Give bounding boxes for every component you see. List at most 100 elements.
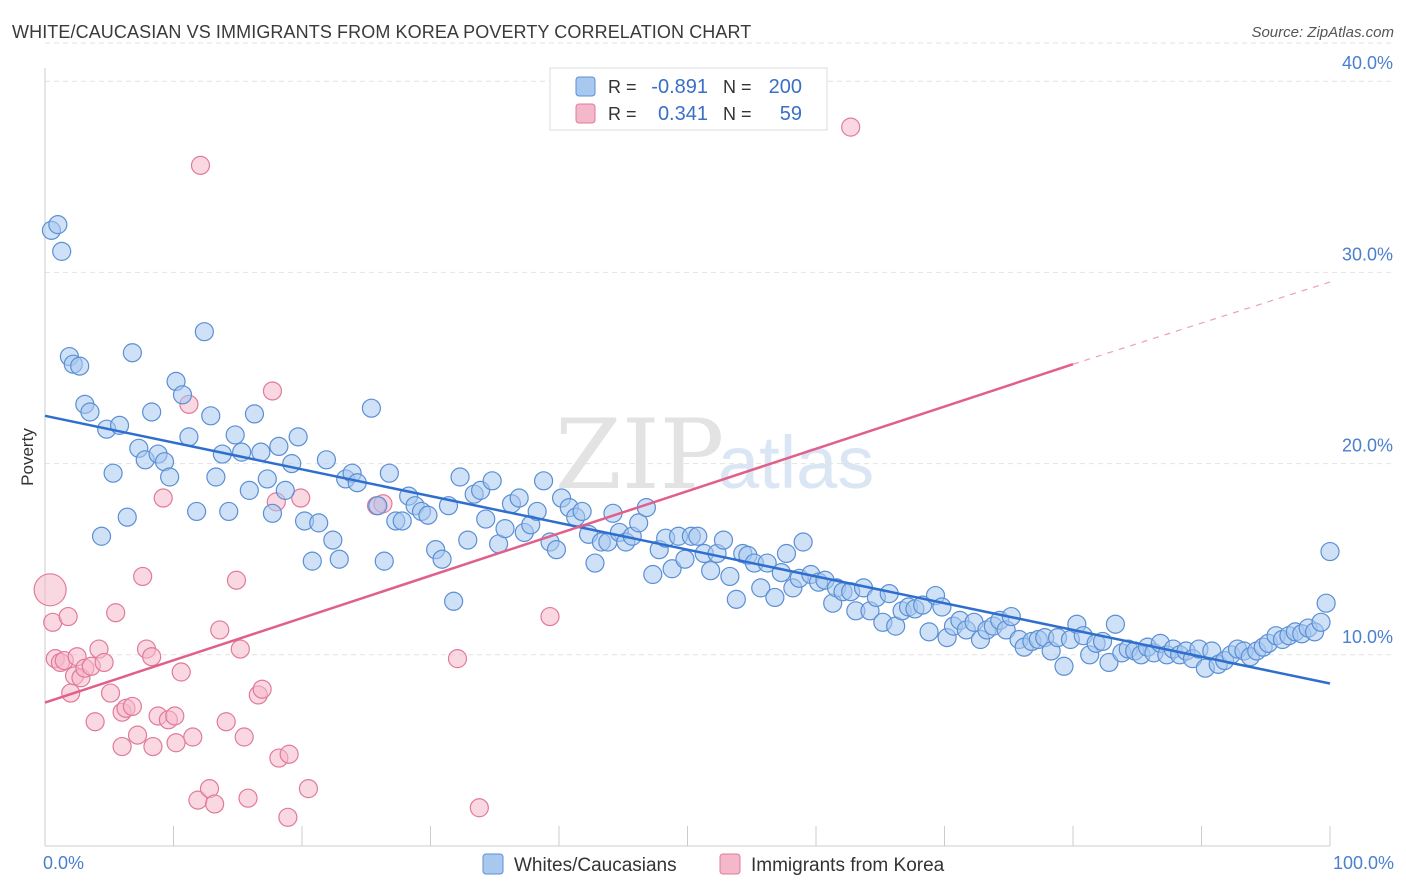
korea-point xyxy=(262,381,283,401)
white-point xyxy=(194,322,214,342)
white-point xyxy=(160,467,180,487)
korea-point xyxy=(33,573,67,607)
white-point xyxy=(275,480,295,500)
white-point xyxy=(142,402,162,422)
bottom-legend: Whites/Caucasians Immigrants from Korea xyxy=(482,853,945,876)
source-label: Source: ZipAtlas.com xyxy=(1251,24,1394,41)
korea-point xyxy=(153,488,173,508)
korea-point xyxy=(230,639,250,659)
white-point xyxy=(187,501,207,522)
white-point xyxy=(80,402,100,422)
korea-point xyxy=(85,712,105,732)
y-tick-label: 40.0% xyxy=(1342,53,1393,73)
white-point xyxy=(1320,541,1340,562)
white-point xyxy=(172,385,193,405)
korea-point xyxy=(112,736,132,757)
korea-point xyxy=(540,606,560,627)
white-point xyxy=(262,503,283,523)
white-point xyxy=(476,509,496,529)
y-axis-label: Poverty xyxy=(18,428,37,486)
x-tick-label-min: 0.0% xyxy=(43,853,84,873)
bottom-legend-pink-swatch xyxy=(719,853,741,875)
white-point xyxy=(323,530,343,550)
white-point xyxy=(1054,656,1074,676)
bottom-legend-label-whites: Whites/Caucasians xyxy=(514,855,677,876)
white-point xyxy=(374,551,394,571)
white-point xyxy=(302,551,322,571)
white-point xyxy=(1311,612,1331,632)
white-trend-line xyxy=(44,414,1331,685)
korea-point xyxy=(234,727,254,747)
white-point xyxy=(533,471,554,491)
korea-points xyxy=(33,117,861,827)
korea-point xyxy=(469,798,489,818)
trend-lines xyxy=(44,281,1331,704)
korea-point xyxy=(143,736,163,757)
legend-r-value-2: 0.341 xyxy=(658,103,708,125)
white-point xyxy=(701,561,721,581)
korea-point xyxy=(205,794,225,814)
white-point xyxy=(309,513,329,533)
legend-n-value-1: 200 xyxy=(769,76,802,98)
white-point xyxy=(662,559,682,579)
white-point xyxy=(103,463,123,483)
white-point xyxy=(527,501,547,522)
white-point xyxy=(179,427,199,447)
white-point xyxy=(257,469,277,489)
white-point xyxy=(585,553,605,573)
white-point xyxy=(495,519,515,539)
white-point xyxy=(546,540,567,560)
white-point xyxy=(379,463,399,483)
korea-trend-line xyxy=(44,363,1074,704)
korea-point xyxy=(252,679,272,699)
white-point xyxy=(244,404,265,424)
korea-point xyxy=(183,727,203,747)
y-tick-label: 20.0% xyxy=(1342,436,1393,456)
watermark-zip: ZIP xyxy=(555,399,724,511)
legend-box xyxy=(549,67,828,131)
korea-point xyxy=(58,606,78,627)
korea-point xyxy=(94,652,114,673)
korea-point xyxy=(841,117,861,137)
white-point xyxy=(444,591,464,611)
legend-r-value-1: -0.891 xyxy=(651,76,708,98)
white-point xyxy=(713,530,734,550)
korea-point xyxy=(226,570,247,590)
y-tick-label: 10.0% xyxy=(1342,627,1393,647)
legend-r-label-2: R = xyxy=(608,104,637,124)
white-point xyxy=(117,507,137,527)
white-point xyxy=(688,526,708,546)
white-point xyxy=(288,427,308,447)
korea-point xyxy=(210,620,230,640)
korea-point xyxy=(447,649,468,669)
korea-point xyxy=(127,725,148,745)
korea-point xyxy=(216,712,236,732)
white-point xyxy=(643,564,663,585)
white-point xyxy=(225,425,245,445)
white-point xyxy=(329,549,349,569)
x-ticks xyxy=(44,826,1331,846)
white-point xyxy=(201,406,221,426)
white-point xyxy=(776,543,797,564)
korea-point xyxy=(171,662,191,682)
white-point xyxy=(450,467,470,487)
white-point xyxy=(316,450,337,470)
legend-pink-swatch xyxy=(575,103,596,124)
white-point xyxy=(1316,593,1336,613)
white-point xyxy=(1105,614,1126,634)
white-point xyxy=(765,587,785,608)
white-point xyxy=(726,589,746,609)
white-point xyxy=(269,436,289,457)
white-point xyxy=(219,501,239,522)
white-point xyxy=(793,532,813,552)
korea-point xyxy=(106,603,126,623)
white-point xyxy=(720,566,740,587)
white-point xyxy=(282,454,302,474)
white-point xyxy=(91,526,112,546)
white-point xyxy=(509,488,529,508)
korea-point xyxy=(279,744,299,764)
white-point xyxy=(206,467,226,487)
korea-point xyxy=(133,566,153,587)
gridlines xyxy=(45,42,1394,656)
